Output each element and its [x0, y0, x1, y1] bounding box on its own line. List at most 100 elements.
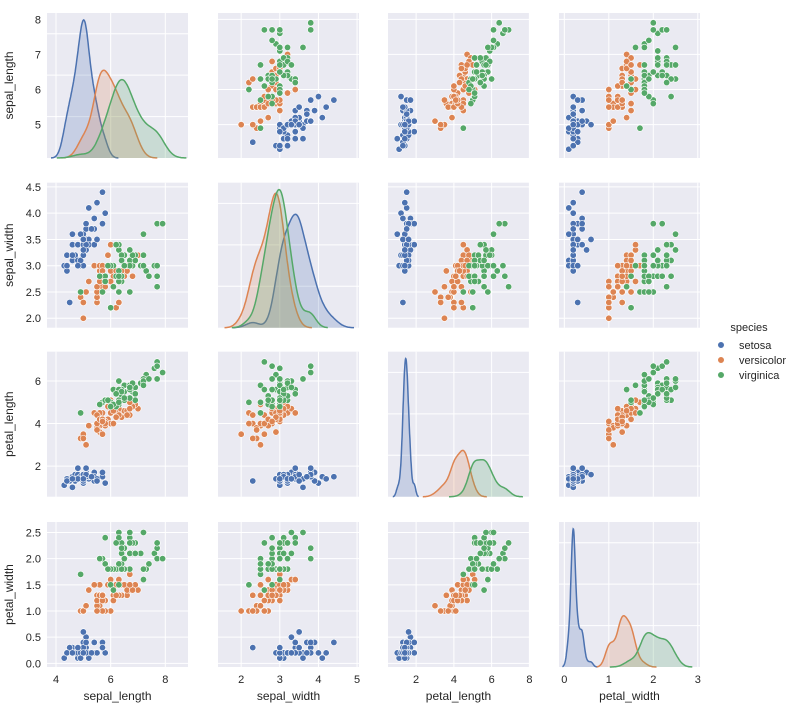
point-virginica	[490, 36, 498, 44]
point-versicolor	[237, 430, 245, 438]
point-virginica	[153, 272, 161, 280]
point-setosa	[405, 235, 413, 243]
point-versicolor	[452, 607, 460, 615]
point-virginica	[264, 93, 272, 101]
point-virginica	[663, 251, 671, 259]
point-versicolor	[450, 304, 458, 312]
point-virginica	[284, 539, 292, 547]
point-versicolor	[627, 61, 635, 69]
point-virginica	[256, 560, 264, 568]
point-virginica	[131, 390, 139, 398]
kde-line-virginica	[231, 188, 328, 329]
point-setosa	[569, 103, 577, 111]
kde-line-versicolor	[224, 192, 312, 329]
point-virginica	[115, 272, 123, 280]
point-virginica	[473, 61, 481, 69]
point-setosa	[307, 464, 315, 472]
point-setosa	[569, 135, 577, 143]
kde-line-versicolor	[596, 615, 657, 668]
y-tick-label: 2.5	[26, 287, 41, 299]
point-virginica	[268, 75, 276, 83]
point-virginica	[118, 544, 126, 552]
point-virginica	[480, 283, 488, 291]
point-virginica	[276, 89, 284, 97]
point-virginica	[153, 283, 161, 291]
panel-sepal_width-vs-sepal_width	[218, 182, 359, 329]
y-axis-label: petal_width	[2, 564, 16, 625]
point-virginica	[473, 555, 481, 563]
point-virginica	[284, 43, 292, 51]
point-virginica	[493, 267, 501, 275]
point-virginica	[486, 251, 494, 259]
point-setosa	[322, 475, 330, 483]
point-virginica	[287, 383, 295, 391]
point-virginica	[645, 36, 653, 44]
point-virginica	[627, 272, 635, 280]
point-versicolor	[627, 100, 635, 108]
point-virginica	[663, 61, 671, 69]
point-virginica	[645, 277, 653, 285]
kde-line-virginica	[449, 458, 523, 498]
point-virginica	[480, 586, 488, 594]
point-virginica	[260, 586, 268, 594]
point-setosa	[287, 475, 295, 483]
point-versicolor	[115, 298, 123, 306]
point-setosa	[82, 464, 90, 472]
point-virginica	[112, 241, 120, 249]
point-virginica	[96, 272, 104, 280]
point-setosa	[98, 188, 106, 196]
point-virginica	[276, 61, 284, 69]
x-axis-label: petal_length	[426, 689, 491, 703]
point-virginica	[112, 390, 120, 398]
point-setosa	[318, 654, 326, 662]
x-tick-label: 6	[108, 674, 114, 686]
point-virginica	[649, 369, 657, 377]
point-versicolor	[456, 267, 464, 275]
point-virginica	[469, 304, 477, 312]
point-versicolor	[609, 117, 617, 125]
x-axis-label: sepal_length	[83, 689, 151, 703]
point-virginica	[459, 124, 467, 132]
point-virginica	[499, 262, 507, 270]
point-versicolor	[104, 251, 112, 259]
point-versicolor	[253, 426, 261, 434]
point-virginica	[484, 43, 492, 51]
point-virginica	[98, 288, 106, 296]
point-setosa	[401, 121, 409, 129]
point-setosa	[569, 246, 577, 254]
point-virginica	[260, 82, 268, 90]
point-setosa	[93, 199, 101, 207]
point-versicolor	[623, 114, 631, 122]
point-virginica	[268, 26, 276, 34]
point-virginica	[501, 26, 509, 34]
point-setosa	[574, 235, 582, 243]
point-virginica	[645, 288, 653, 296]
kde-line-virginica	[56, 78, 187, 159]
point-virginica	[632, 381, 640, 389]
point-setosa	[287, 649, 295, 657]
point-virginica	[623, 386, 631, 394]
point-versicolor	[452, 591, 460, 599]
point-setosa	[307, 638, 315, 646]
point-versicolor	[618, 298, 626, 306]
point-virginica	[640, 396, 648, 404]
point-versicolor	[605, 96, 613, 104]
y-tick-label: 6	[35, 85, 41, 97]
point-setosa	[79, 246, 87, 254]
point-versicolor	[614, 405, 622, 413]
point-virginica	[645, 375, 653, 383]
point-virginica	[153, 362, 161, 370]
point-virginica	[495, 555, 503, 563]
point-versicolor	[126, 581, 134, 589]
panel-petal_length-vs-sepal_length: 2 4 6 petal_length	[2, 351, 188, 497]
point-setosa	[578, 241, 586, 249]
point-versicolor	[437, 607, 445, 615]
panel-sepal_length-vs-petal_width	[559, 13, 700, 158]
point-virginica	[658, 71, 666, 79]
point-setosa	[299, 483, 307, 491]
point-virginica	[658, 386, 666, 394]
point-virginica	[636, 409, 644, 417]
kde-line-setosa	[51, 18, 119, 159]
kde-fill-virginica	[609, 632, 693, 667]
